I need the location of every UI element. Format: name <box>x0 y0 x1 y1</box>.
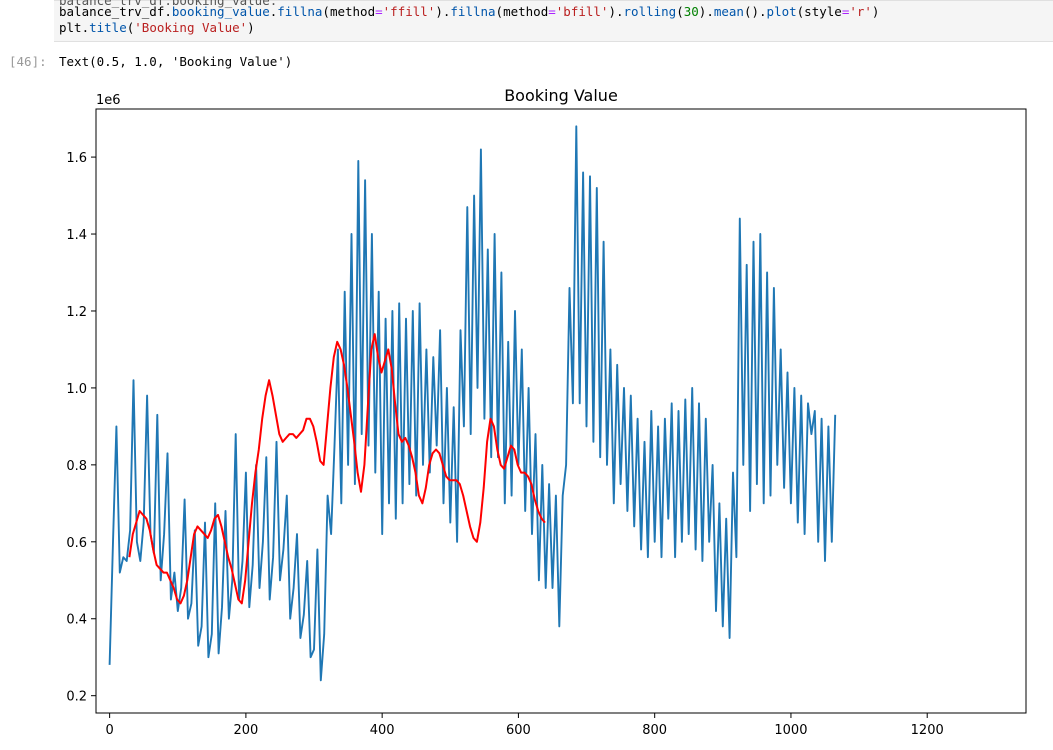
code-token: ). <box>608 4 624 19</box>
x-tick-label: 400 <box>370 723 395 738</box>
code-token: 'ffill' <box>382 4 436 19</box>
code-token: 'r' <box>849 4 872 19</box>
code-token: ) <box>247 20 255 35</box>
code-token: 30 <box>683 4 699 19</box>
y-tick-label: 0.4 <box>66 613 87 628</box>
code-token: = <box>548 4 556 19</box>
code-token: balance_trv_df. <box>59 4 172 19</box>
code-token: 'bfill' <box>555 4 609 19</box>
y-tick-label: 1.2 <box>66 305 87 320</box>
x-tick-label: 1000 <box>774 723 807 738</box>
code-token: ) <box>871 4 880 19</box>
x-tick-label: 600 <box>506 723 531 738</box>
code-token: plot <box>766 4 797 19</box>
code-token: = <box>841 4 850 19</box>
code-token: 'Booking Value' <box>134 20 248 35</box>
code-token: title <box>89 20 127 35</box>
plot-frame <box>95 108 1027 714</box>
y-tick-label: 1.6 <box>66 151 87 166</box>
y-tick-label: 1.0 <box>66 382 87 397</box>
code-token: plt. <box>59 20 90 35</box>
code-line-title: plt.title('Booking Value') <box>59 20 255 36</box>
code-token: booking_value <box>171 4 270 19</box>
code-token: = <box>375 4 383 19</box>
booking-value-line <box>108 125 837 682</box>
code-line-plot: balance_trv_df.booking_value.fillna(meth… <box>59 4 879 20</box>
y-tick-label: 0.2 <box>66 690 87 705</box>
y-tick-label: 0.8 <box>66 459 87 474</box>
code-token: (). <box>743 4 767 19</box>
code-token: ( <box>126 20 135 35</box>
code-token: ( <box>676 4 684 19</box>
x-tick-label: 200 <box>233 723 258 738</box>
y-offset-label: 1e6 <box>96 93 121 108</box>
code-token: (method <box>495 4 549 19</box>
y-tick-label: 1.4 <box>66 228 87 243</box>
chart-title: Booking Value <box>504 86 618 105</box>
y-tick-label: 0.6 <box>66 536 87 551</box>
code-token: rolling <box>623 4 677 19</box>
code-token: (style <box>796 4 842 19</box>
code-cell[interactable]: balance_trv_df.booking_value. balance_tr… <box>54 0 1053 42</box>
output-text: Text(0.5, 1.0, 'Booking Value') <box>59 54 293 69</box>
rolling-mean-line <box>128 333 546 605</box>
code-token: . <box>269 4 278 19</box>
x-tick-label: 800 <box>642 723 667 738</box>
code-token: ). <box>435 4 451 19</box>
output-prompt: [46]: <box>9 54 47 69</box>
code-token: fillna <box>450 4 496 19</box>
code-token: ). <box>698 4 714 19</box>
code-line-partial: balance_trv_df.booking_value. <box>59 0 278 8</box>
x-tick-label: 0 <box>105 723 113 738</box>
code-token: fillna <box>277 4 323 19</box>
code-token: (method <box>322 4 376 19</box>
code-token: mean <box>713 4 744 19</box>
x-tick-label: 1200 <box>911 723 944 738</box>
